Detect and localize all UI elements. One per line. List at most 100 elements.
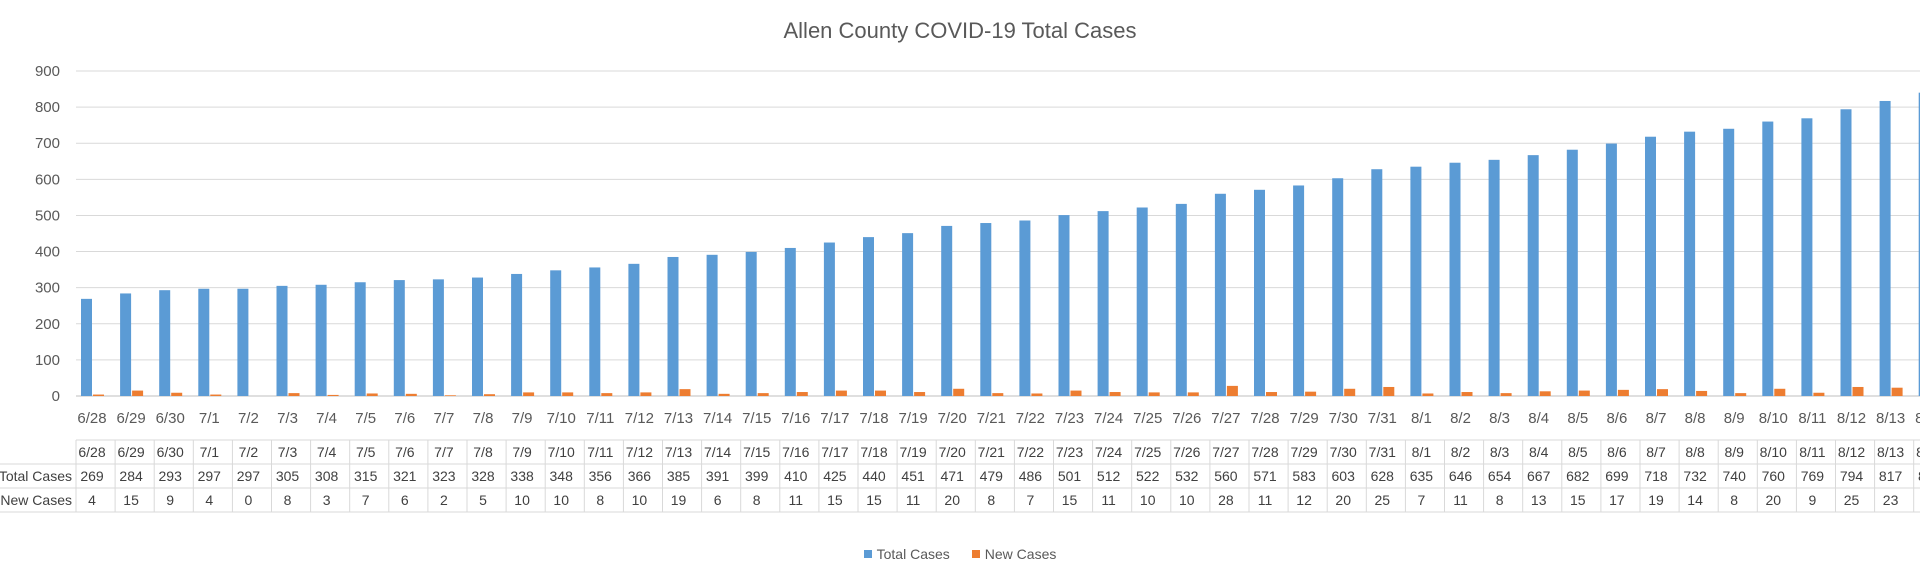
bar-new-cases <box>601 393 613 396</box>
bar-new-cases <box>992 393 1004 396</box>
table-cell-total: 628 <box>1371 468 1395 484</box>
table-cell-total: 794 <box>1840 468 1864 484</box>
table-cell-total: 305 <box>276 468 300 484</box>
table-cell-total: 635 <box>1410 468 1434 484</box>
x-tick-label: 6/30 <box>156 410 185 427</box>
table-cell-total: 471 <box>941 468 965 484</box>
table-cell-new: 7 <box>1418 492 1426 508</box>
x-tick-label: 7/12 <box>625 410 654 427</box>
table-cell-new: 3 <box>323 492 331 508</box>
bar-new-cases <box>1031 393 1043 396</box>
table-header-cell: 7/5 <box>356 444 376 460</box>
table-cell-new: 11 <box>1453 492 1468 508</box>
table-cell-new: 10 <box>632 492 648 508</box>
table-cell-new: 15 <box>123 492 139 508</box>
bar-total-cases <box>1918 92 1920 397</box>
table-cell-total: 366 <box>628 468 652 484</box>
bar-total-cases <box>863 237 874 396</box>
table-cell-new: 15 <box>866 492 882 508</box>
table-cell-new: 10 <box>1140 492 1156 508</box>
table-cell-total: 560 <box>1214 468 1238 484</box>
table-header-cell: 8/14 <box>1916 444 1920 460</box>
table-header-cell: 8/7 <box>1646 444 1666 460</box>
legend-item-total: Total Cases <box>863 546 950 562</box>
table-cell-new: 25 <box>1375 492 1391 508</box>
table-cell-new: 15 <box>1570 492 1586 508</box>
table-header-cell: 7/20 <box>939 444 966 460</box>
table-cell-new: 23 <box>1883 492 1899 508</box>
table-header-cell: 7/6 <box>395 444 415 460</box>
table-cell-new: 13 <box>1531 492 1547 508</box>
bar-new-cases <box>914 392 926 396</box>
table-cell-total: 451 <box>901 468 925 484</box>
bar-new-cases <box>1578 390 1590 396</box>
bar-new-cases <box>327 394 339 396</box>
x-tick-label: 7/6 <box>394 410 415 427</box>
table-header-cell: 7/4 <box>317 444 337 460</box>
bar-total-cases <box>667 256 679 396</box>
table-cell-new: 11 <box>906 492 921 508</box>
table-row-label: Total Cases <box>0 468 72 484</box>
bar-total-cases <box>745 251 757 396</box>
x-tick-label: 6/29 <box>116 410 145 427</box>
bar-new-cases <box>484 394 495 396</box>
x-tick-label: 8/12 <box>1837 410 1866 427</box>
x-tick-label: 8/3 <box>1489 410 1510 427</box>
table-header-cell: 7/19 <box>899 444 926 460</box>
x-tick-label: 7/5 <box>355 410 376 427</box>
table-cell-new: 8 <box>1496 492 1504 508</box>
x-tick-label: 8/2 <box>1450 410 1471 427</box>
x-tick-label: 8/8 <box>1685 410 1706 427</box>
table-header-cell: 7/2 <box>239 444 259 460</box>
y-tick-label: 900 <box>35 63 60 80</box>
table-cell-new: 8 <box>284 492 292 508</box>
bar-total-cases <box>159 290 171 396</box>
table-header-cell: 7/27 <box>1212 444 1239 460</box>
legend: Total Cases New Cases <box>0 546 1920 562</box>
x-tick-label: 7/9 <box>512 410 533 427</box>
y-tick-label: 200 <box>35 316 60 333</box>
table-cell-total: 297 <box>237 468 261 484</box>
x-tick-label: 8/14 <box>1915 410 1920 427</box>
table-header-cell: 7/18 <box>860 444 887 460</box>
bar-total-cases <box>1293 185 1305 396</box>
table-header-cell: 7/7 <box>434 444 454 460</box>
table-header-cell: 7/3 <box>278 444 298 460</box>
bar-total-cases <box>1332 178 1344 396</box>
table-cell-total: 399 <box>745 468 769 484</box>
y-tick-label: 700 <box>35 135 60 152</box>
bar-new-cases <box>366 393 378 396</box>
table-cell-total: 732 <box>1683 468 1707 484</box>
legend-label-total: Total Cases <box>876 546 950 562</box>
bar-total-cases <box>1097 211 1109 396</box>
table-cell-new: 10 <box>553 492 569 508</box>
table-cell-total: 328 <box>471 468 495 484</box>
table-header-cell: 8/4 <box>1529 444 1549 460</box>
bar-new-cases <box>1891 387 1903 396</box>
table-header-cell: 7/17 <box>821 444 848 460</box>
table-cell-new: 20 <box>1335 492 1351 508</box>
x-tick-label: 7/24 <box>1094 410 1123 427</box>
bar-total-cases <box>1527 155 1539 396</box>
x-tick-label: 8/13 <box>1876 410 1905 427</box>
bar-total-cases <box>628 263 640 396</box>
bar-total-cases <box>550 270 562 396</box>
bar-new-cases <box>1500 393 1512 396</box>
bar-total-cases <box>393 280 405 396</box>
legend-swatch-new <box>971 550 980 558</box>
x-tick-label: 8/7 <box>1646 410 1667 427</box>
table-cell-total: 667 <box>1527 468 1551 484</box>
bar-total-cases <box>1136 207 1148 396</box>
table-header-cell: 8/2 <box>1451 444 1471 460</box>
table-cell-total: 646 <box>1449 468 1473 484</box>
x-tick-label: 7/3 <box>277 410 298 427</box>
x-tick-label: 7/16 <box>781 410 810 427</box>
table-cell-total: 425 <box>823 468 847 484</box>
table-cell-total: 760 <box>1762 468 1786 484</box>
table-cell-total: 583 <box>1292 468 1316 484</box>
bar-total-cases <box>198 288 210 396</box>
x-tick-label: 7/27 <box>1211 410 1240 427</box>
legend-label-new: New Cases <box>984 546 1057 562</box>
x-tick-label: 7/28 <box>1250 410 1279 427</box>
